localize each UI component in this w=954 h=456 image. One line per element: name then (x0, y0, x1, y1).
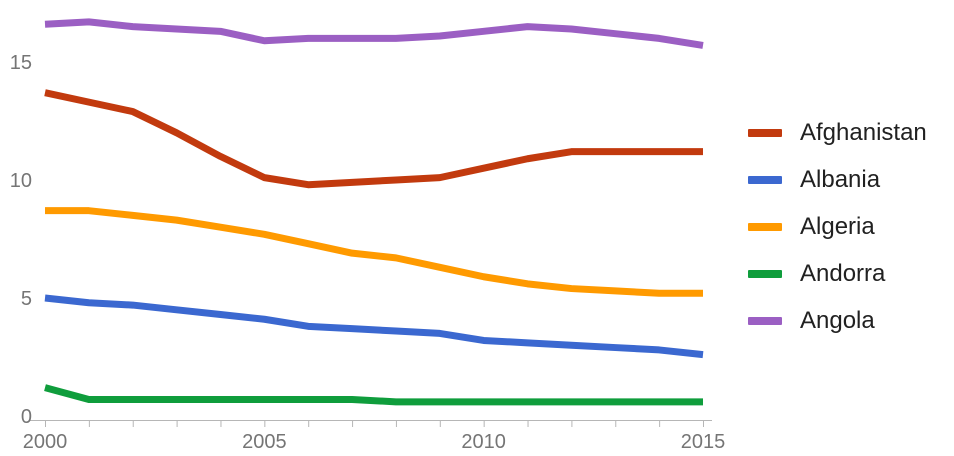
series-line-andorra (44, 384, 703, 406)
legend-label-algeria: Algeria (800, 212, 875, 240)
y-tick-label: 0 (21, 406, 32, 428)
x-tick-label: 2015 (681, 431, 726, 453)
legend-swatch-andorra (748, 269, 782, 278)
x-tick-label: 2010 (461, 431, 506, 453)
y-tick-label: 10 (10, 170, 32, 192)
legend-swatch-albania (748, 176, 782, 185)
series-line-afghanistan (44, 89, 703, 189)
legend-label-angola: Angola (800, 306, 875, 334)
legend: Afghanistan Albania Algeria Andorra Ango… (748, 110, 927, 344)
legend-swatch-algeria (748, 222, 782, 231)
y-tick-label: 5 (21, 288, 32, 310)
series-line-algeria (45, 207, 703, 297)
legend-swatch-afghanistan (748, 129, 782, 138)
series-line-albania (44, 294, 704, 359)
x-tick-label: 2000 (23, 431, 68, 453)
series-line-angola (44, 18, 704, 49)
legend-label-albania: Albania (800, 166, 881, 194)
legend-swatch-angola (748, 316, 782, 325)
legend-label-andorra: Andorra (800, 259, 886, 287)
legend-item-afghanistan[interactable]: Afghanistan (748, 110, 927, 157)
y-tick-label: 15 (10, 52, 32, 74)
legend-label-afghanistan: Afghanistan (800, 119, 927, 147)
x-tick-label: 2005 (242, 431, 287, 453)
legend-item-andorra[interactable]: Andorra (748, 250, 927, 297)
legend-item-angola[interactable]: Angola (748, 297, 927, 344)
legend-item-algeria[interactable]: Algeria (748, 204, 927, 251)
legend-item-albania[interactable]: Albania (748, 157, 927, 204)
